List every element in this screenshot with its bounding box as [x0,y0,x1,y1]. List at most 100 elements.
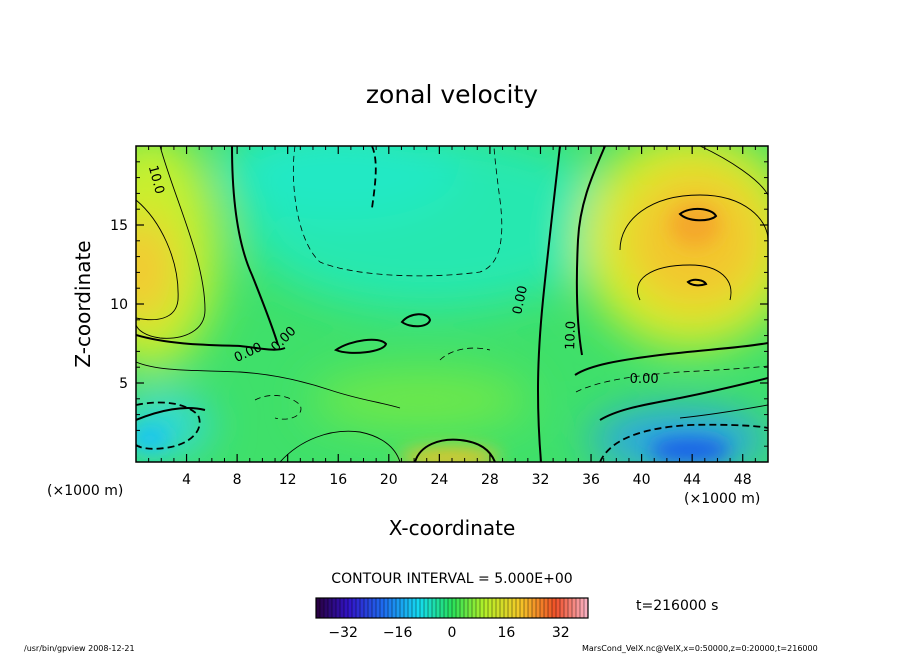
footer-left: /usr/bin/gpview 2008-12-21 [24,644,135,653]
colorbar-swatch [424,598,429,618]
colorbar-swatch [356,598,361,618]
contour-label: 10.0 [563,321,579,350]
colorbar-swatch [496,598,501,618]
colorbar-swatch [368,598,373,618]
colorbar-swatch [500,598,505,618]
y-tick-label: 10 [110,297,128,313]
colorbar-swatch [456,598,461,618]
colorbar-swatch [584,598,589,618]
x-unit-label: (×1000 m) [47,483,123,499]
colorbar-swatch [324,598,329,618]
colorbar-swatch [464,598,469,618]
colorbar-swatch [380,598,385,618]
time-label: t=216000 s [636,598,718,614]
colorbar-swatch [476,598,481,618]
colorbar-swatch [576,598,581,618]
colorbar-swatch [340,598,345,618]
colorbar-swatch [504,598,509,618]
x-tick-label: 24 [430,472,448,488]
colorbar-swatch [336,598,341,618]
x-unit-label-right: (×1000 m) [684,491,760,507]
chart-title: zonal velocity [366,80,538,109]
colorbar-swatch [316,598,321,618]
colorbar-swatch [400,598,405,618]
colorbar-swatch [396,598,401,618]
colorbar: −32 −16 0 16 32 [315,597,589,641]
colorbar-swatch [540,598,545,618]
colorbar-swatch [416,598,421,618]
x-tick-label: 16 [329,472,347,488]
contour-label: 0.00 [510,284,531,315]
colorbar-swatch [404,598,409,618]
colorbar-swatch [484,598,489,618]
colorbar-swatch [412,598,417,618]
y-axis: 5 10 15 [110,161,768,447]
colorbar-swatch [472,598,477,618]
colorbar-swatch [516,598,521,618]
colorbar-swatch [352,598,357,618]
colorbar-swatch [468,598,473,618]
contour-interval-text: CONTOUR INTERVAL = 5.000E+00 [331,571,572,587]
colorbar-swatch [556,598,561,618]
colorbar-swatch [436,598,441,618]
x-tick-label: 8 [233,472,242,488]
colorbar-swatch [428,598,433,618]
colorbar-swatch [332,598,337,618]
colorbar-swatch [432,598,437,618]
colorbar-swatch [564,598,569,618]
y-tick-label: 15 [110,218,128,234]
y-axis-label: Z-coordinate [71,240,95,367]
colorbar-swatch [360,598,365,618]
x-tick-label: 40 [633,472,651,488]
colorbar-swatch [508,598,513,618]
x-tick-label: 32 [532,472,550,488]
colorbar-tick-label: −16 [383,625,413,641]
colorbar-frame [315,597,589,619]
colorbar-swatch [344,598,349,618]
colorbar-swatch [572,598,577,618]
colorbar-swatch [560,598,565,618]
colorbar-swatch [532,598,537,618]
colorbar-tick-label: 0 [448,625,457,641]
colorbar-swatch [512,598,517,618]
colorbar-tick-label: 32 [552,625,570,641]
colorbar-swatch [388,598,393,618]
colorbar-swatch [392,598,397,618]
colorbar-swatch [408,598,413,618]
colorbar-swatch [348,598,353,618]
x-tick-label: 48 [734,472,752,488]
y-tick-label: 5 [119,376,128,392]
colorbar-swatch [384,598,389,618]
x-tick-label: 28 [481,472,499,488]
x-tick-label: 36 [582,472,600,488]
x-tick-label: 20 [380,472,398,488]
colorbar-swatch [420,598,425,618]
colorbar-swatch [448,598,453,618]
colorbar-swatch [364,598,369,618]
colorbar-swatch [452,598,457,618]
colorbar-swatch [440,598,445,618]
colorbar-swatch [328,598,333,618]
x-tick-label: 4 [182,472,191,488]
contour-label: 0.00 [630,372,659,387]
colorbar-swatch [552,598,557,618]
colorbar-swatch [524,598,529,618]
colorbar-tick-label: 16 [497,625,515,641]
contour-label: 10.0 [145,164,167,196]
colorbar-swatch [520,598,525,618]
colorbar-swatch [544,598,549,618]
colorbar-swatch [568,598,573,618]
x-tick-label: 12 [279,472,297,488]
colorbar-swatch [580,598,585,618]
colorbar-swatch [492,598,497,618]
colorbar-swatch [528,598,533,618]
velocity-field [136,146,768,462]
x-tick-label: 44 [683,472,701,488]
x-axis-label: X-coordinate [389,516,516,540]
colorbar-swatch [536,598,541,618]
colorbar-swatch [372,598,377,618]
colorbar-swatch [460,598,465,618]
colorbar-swatch [480,598,485,618]
colorbar-tick-label: −32 [328,625,358,641]
